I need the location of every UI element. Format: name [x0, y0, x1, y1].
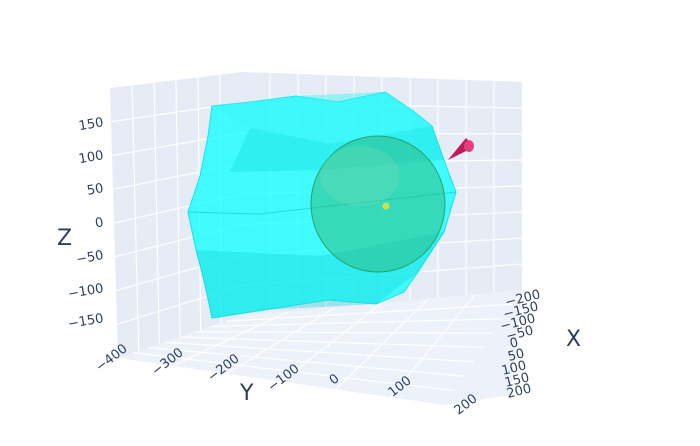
x-axis-title: X: [566, 327, 581, 352]
grid-floor: [133, 293, 513, 398]
sphere[interactable]: [310, 135, 446, 273]
grid-line: [164, 341, 474, 363]
z-tick-label: −150: [67, 311, 105, 332]
grid-line: [133, 352, 455, 392]
grid-line: [210, 318, 503, 328]
floor-plane: [118, 290, 522, 405]
x-tick-label: 50: [506, 346, 526, 365]
grid-line: [148, 346, 465, 377]
z-tick-label: 100: [78, 148, 105, 167]
z-tick-label: 0: [94, 215, 105, 231]
z-axis-ticks: 150 100 50 0 −50 −100 −150: [67, 115, 105, 332]
center-marker[interactable]: [382, 202, 390, 210]
z-tick-label: −100: [67, 281, 105, 302]
cone-base: [464, 140, 474, 152]
x-tick-label: 0: [508, 335, 520, 352]
grid-line: [131, 85, 140, 352]
y-axis-title: Y: [239, 381, 254, 406]
z-tick-label: 50: [86, 181, 105, 199]
x-tick-label: −50: [505, 323, 535, 344]
x-tick-label: 200: [505, 381, 533, 402]
sphere-highlight: [320, 146, 400, 206]
hull-facet-top: [212, 92, 432, 144]
z-tick-label: −50: [75, 248, 105, 268]
grid-line: [195, 331, 494, 334]
x-tick-label: 150: [503, 370, 531, 391]
grid-line: [153, 82, 160, 345]
grid-line: [226, 303, 513, 322]
z-axis-title: Z: [57, 226, 72, 251]
grid-line: [175, 79, 181, 338]
grid-line: [179, 336, 484, 349]
z-tick-label: 150: [78, 115, 105, 134]
x-tick-label: 100: [500, 358, 528, 379]
